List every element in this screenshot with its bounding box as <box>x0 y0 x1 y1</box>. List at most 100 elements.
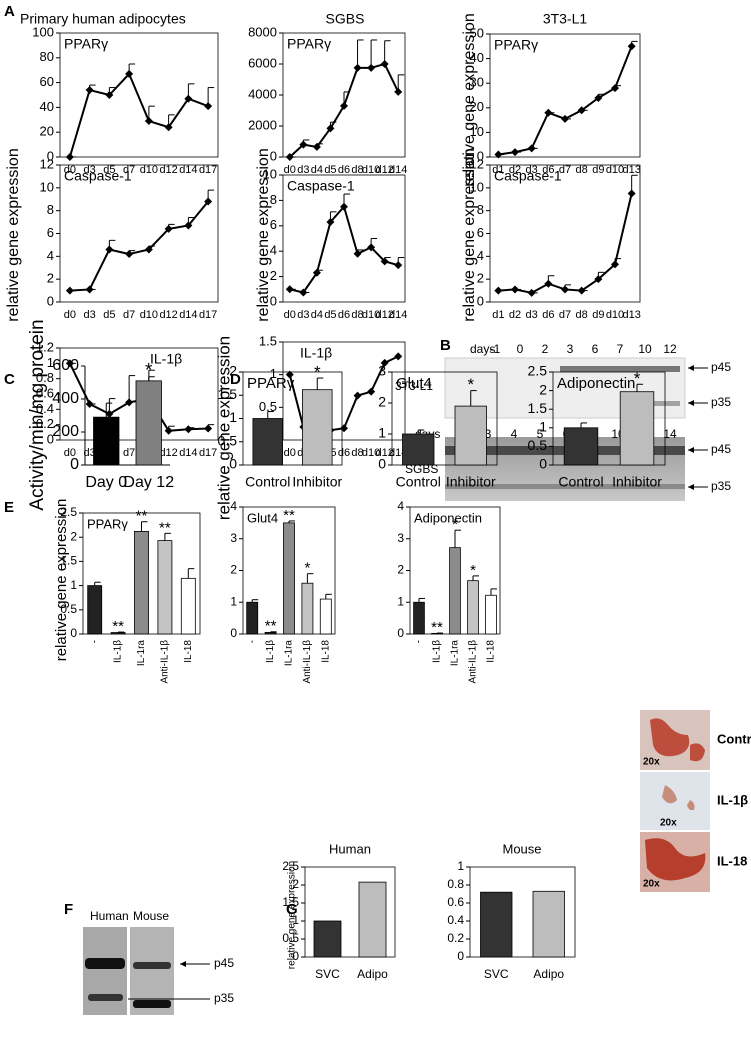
x-tick-label: d6 <box>338 447 350 459</box>
y-tick-label: 600 <box>52 357 79 374</box>
x-tick-label: d7 <box>123 164 135 176</box>
magnification: 20x <box>643 757 660 768</box>
x-tick-label: Adipo <box>357 967 388 981</box>
significance: ** <box>112 618 124 635</box>
series-label: IL-1β <box>300 345 332 361</box>
y-tick-label: 0 <box>47 431 54 446</box>
bar <box>449 547 461 635</box>
y-tick-label: 2 <box>292 877 299 891</box>
marker <box>544 108 553 117</box>
bar <box>467 580 479 635</box>
day-label: 14 <box>663 427 677 441</box>
x-tick-label: d0 <box>284 447 296 459</box>
bar <box>485 594 497 635</box>
marker <box>594 93 603 102</box>
y-tick-label: 8 <box>477 202 484 217</box>
x-tick-label: Anti-IL-1β <box>468 640 479 684</box>
band-label: p45 <box>214 956 234 970</box>
y-tick-label: 4 <box>270 243 277 258</box>
y-tick-label: 0 <box>230 626 237 640</box>
y-tick-label: 6 <box>47 225 54 240</box>
y-tick-label: 1 <box>539 419 547 435</box>
y-tick-label: 0 <box>477 148 484 163</box>
marker <box>611 260 619 269</box>
series-label: Glut4 <box>247 510 278 525</box>
plot-frame <box>489 33 641 158</box>
panel-label: C <box>4 371 15 388</box>
significance: ** <box>159 519 171 536</box>
x-tick-label: d10 <box>362 309 380 321</box>
day-label: 6 <box>592 342 599 356</box>
blot-image <box>83 927 127 1015</box>
y-tick-label: 30 <box>470 75 484 90</box>
y-tick-label: 6 <box>477 225 484 240</box>
y-tick-label: 0 <box>397 626 404 640</box>
y-tick-label: 2 <box>477 271 484 286</box>
x-tick-label: SVC <box>484 967 509 981</box>
y-tick-label: 2 <box>270 268 277 283</box>
stain-blob <box>645 838 706 881</box>
plot-frame <box>552 371 666 466</box>
marker <box>326 124 335 133</box>
y-tick-label: 1 <box>397 594 404 608</box>
day-label: 5 <box>537 427 544 441</box>
chart: 0 0.5 1 1.5 2 PPARγ relative gene expression Co… <box>214 336 342 520</box>
x-tick-label: d2 <box>509 309 521 321</box>
bar <box>87 585 103 635</box>
x-tick-label: d10 <box>362 447 380 459</box>
band-label: p35 <box>711 479 731 493</box>
day-label: 7 <box>617 342 624 356</box>
x-tick-label: Day 0 <box>85 474 127 491</box>
marker <box>367 387 376 396</box>
x-tick-label: d3 <box>297 309 309 321</box>
marker <box>204 197 213 206</box>
y-tick-label: 0.6 <box>36 385 54 400</box>
marker <box>561 114 569 123</box>
series-label: Caspase-1 <box>287 178 355 194</box>
y-tick-label: 1.5 <box>528 400 548 416</box>
x-tick-label: Inhibitor <box>292 474 342 490</box>
line <box>498 45 633 156</box>
y-tick-label: 10 <box>40 179 54 194</box>
chart: 0 0.5 1 1.5 2 2.5 Adiponectin Control Inhibitor * <box>528 363 666 490</box>
arrow-head <box>688 400 694 406</box>
band-label: p45 <box>711 360 731 374</box>
y-tick-label: 2.5 <box>60 505 77 519</box>
marker <box>611 84 619 93</box>
y-tick-label: 0 <box>457 949 464 963</box>
significance: * <box>304 560 310 577</box>
y-tick-label: 10 <box>263 166 277 181</box>
y-tick-label: 0 <box>539 456 547 472</box>
marker <box>353 63 362 72</box>
y-tick-label: 20 <box>40 124 54 139</box>
y-tick-label: 1 <box>229 409 237 425</box>
series-label: Adiponectin <box>557 375 635 392</box>
y-tick-label: 0.5 <box>528 437 548 453</box>
x-tick-label: d17 <box>199 447 217 459</box>
chart: 0 0.2 0.4 0.6 0.8 1 Mouse SVC Adipo <box>447 841 576 981</box>
y-tick-label: 1 <box>270 366 277 381</box>
x-tick-label: d14 <box>389 164 407 176</box>
y-tick-label: 40 <box>40 99 54 114</box>
marker <box>65 286 74 295</box>
y-tick-label: 10 <box>470 179 484 194</box>
blot-f: Human Mouse p45 p35 <box>83 909 234 1015</box>
series-label: Caspase-1 <box>64 168 132 184</box>
x-tick-label: d0 <box>64 309 76 321</box>
y-tick-label: 0.4 <box>447 913 464 927</box>
x-tick-label: d9 <box>592 164 604 176</box>
y-tick-label: 4 <box>477 248 484 263</box>
x-tick-label: d5 <box>103 309 115 321</box>
y-tick-label: 2000 <box>248 117 277 132</box>
y-tick-label: 0 <box>47 293 54 308</box>
x-tick-label: d0 <box>64 164 76 176</box>
chart: 0 0.5 1 1.5 2 2.5 PPARγ relative gene expressio… <box>53 499 201 684</box>
y-tick-label: 8000 <box>248 24 277 39</box>
marker <box>105 245 114 254</box>
y-tick-label: 0.5 <box>259 399 277 414</box>
magnification: 20x <box>643 879 660 890</box>
y-tick-label: 0.8 <box>447 877 464 891</box>
marker <box>184 221 193 230</box>
day-label: 2 <box>542 342 549 356</box>
